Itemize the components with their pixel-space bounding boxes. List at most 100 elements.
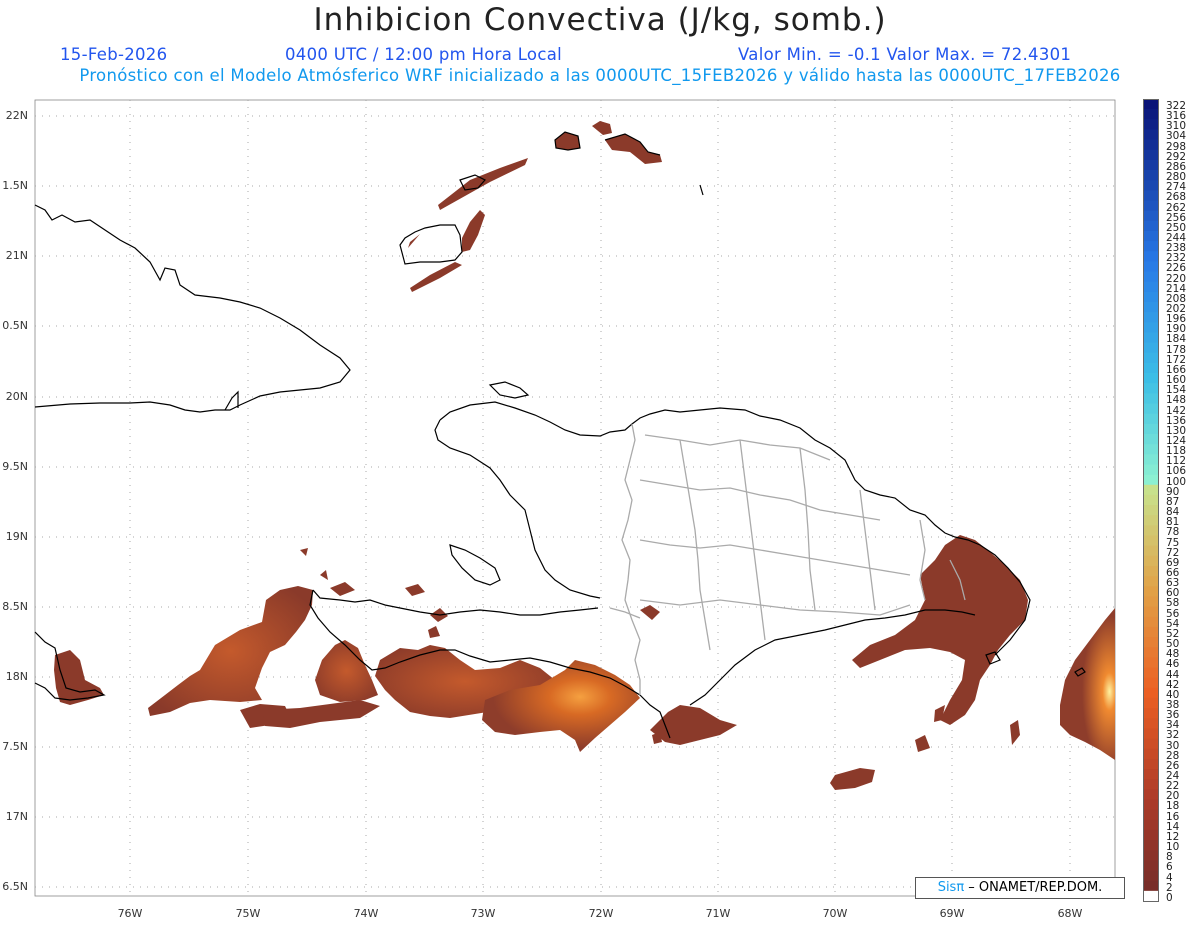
colorbar-swatch	[1143, 829, 1159, 841]
colorbar-swatch	[1143, 170, 1159, 181]
colorbar-label: 12	[1166, 830, 1180, 843]
colorbar-swatch	[1143, 464, 1159, 476]
colorbar-swatch	[1143, 809, 1159, 821]
colorbar-swatch	[1143, 251, 1159, 262]
colorbar-swatch	[1143, 149, 1159, 161]
colorbar-label: 238	[1166, 242, 1187, 255]
colorbar-swatch	[1143, 637, 1159, 648]
colorbar-swatch	[1143, 850, 1159, 861]
colorbar-swatch	[1143, 505, 1159, 516]
colorbar-label: 214	[1166, 282, 1187, 295]
colorbar-label: 286	[1166, 160, 1187, 173]
colorbar-swatch	[1143, 180, 1159, 191]
colorbar-label: 48	[1166, 648, 1180, 661]
lon-label: 75W	[235, 907, 261, 920]
lat-label: 22N	[5, 109, 28, 122]
credit-brand: Sisπ	[937, 880, 965, 895]
colorbar-swatch	[1143, 494, 1159, 506]
colorbar-label: 30	[1166, 739, 1180, 752]
colorbar-label: 90	[1166, 485, 1180, 498]
colorbar-label: 36	[1166, 709, 1180, 722]
colorbar-label: 106	[1166, 465, 1187, 478]
colorbar-label: 172	[1166, 353, 1187, 366]
colorbar-label: 322	[1166, 100, 1187, 112]
colorbar-swatch	[1143, 789, 1159, 800]
colorbar-label: 14	[1166, 820, 1180, 833]
colorbar-swatch	[1143, 718, 1159, 729]
colorbar-label: 28	[1166, 749, 1180, 762]
colorbar-label: 75	[1166, 536, 1180, 549]
colorbar-label: 18	[1166, 800, 1180, 813]
colorbar-swatch	[1143, 616, 1159, 628]
lat-label: 18N	[5, 670, 28, 683]
colorbar-swatch	[1143, 647, 1159, 658]
colorbar-label: 130	[1166, 424, 1187, 437]
colorbar-swatch	[1143, 99, 1159, 110]
colorbar-border	[1143, 99, 1159, 902]
map-frame	[34, 99, 1116, 897]
colorbar-label: 274	[1166, 181, 1187, 194]
colorbar-swatch	[1143, 576, 1159, 587]
colorbar-swatch	[1143, 799, 1159, 811]
colorbar-label: 6	[1166, 861, 1173, 874]
colorbar-label: 69	[1166, 556, 1180, 569]
colorbar-swatch	[1143, 748, 1159, 760]
colorbar-label: 2	[1166, 881, 1173, 894]
colorbar-swatch	[1143, 342, 1159, 354]
lon-label: 76W	[117, 907, 143, 920]
lon-label: 70W	[822, 907, 848, 920]
colorbar-label: 50	[1166, 638, 1180, 651]
colorbar-label: 56	[1166, 607, 1180, 620]
colorbar-label: 148	[1166, 394, 1187, 407]
lon-label: 69W	[939, 907, 965, 920]
lat-label: 20N	[5, 390, 28, 403]
colorbar-swatch	[1143, 545, 1159, 557]
colorbar-swatch	[1143, 515, 1159, 526]
colorbar-label: 304	[1166, 130, 1187, 143]
cin-shading	[54, 121, 1115, 790]
colorbar-label: 262	[1166, 201, 1187, 214]
coastlines	[34, 131, 1086, 739]
colorbar-label: 202	[1166, 303, 1187, 316]
map-title: Inhibicion Convectiva (J/kg, somb.)	[313, 2, 887, 38]
lat-label: 17N	[5, 810, 28, 823]
colorbar-label: 81	[1166, 516, 1180, 529]
colorbar-swatch	[1143, 606, 1159, 618]
colorbar-label: 244	[1166, 231, 1187, 244]
colorbar-label: 0	[1166, 891, 1173, 904]
colorbar-label: 16	[1166, 810, 1180, 823]
colorbar-swatch	[1143, 708, 1159, 719]
lat-label: 19N	[5, 530, 28, 543]
colorbar-swatch	[1143, 352, 1159, 364]
colorbar-label: 8	[1166, 851, 1173, 864]
colorbar-label: 166	[1166, 363, 1187, 376]
colorbar-swatch	[1143, 312, 1159, 323]
credit-text: – ONAMET/REP.DOM.	[964, 880, 1103, 895]
colorbar-swatch	[1143, 241, 1159, 252]
colorbar-swatch	[1143, 779, 1159, 790]
colorbar-label: 160	[1166, 374, 1187, 387]
colorbar-swatch	[1143, 393, 1159, 405]
colorbar-swatch	[1143, 302, 1159, 313]
lat-label: 7.5N	[2, 740, 28, 753]
colorbar-swatch	[1143, 271, 1159, 283]
colorbar-swatch	[1143, 525, 1159, 537]
colorbar-swatch	[1143, 758, 1159, 770]
colorbar-label: 87	[1166, 495, 1180, 508]
lat-label: 6.5N	[2, 880, 28, 893]
lon-label: 71W	[705, 907, 731, 920]
colorbar-swatch	[1143, 840, 1159, 851]
colorbar-swatch	[1143, 291, 1159, 303]
colorbar-label: 298	[1166, 140, 1187, 153]
colorbar-label: 10	[1166, 841, 1180, 854]
colorbar-swatch	[1143, 362, 1159, 374]
colorbar-swatch	[1143, 677, 1159, 689]
colorbar-label: 46	[1166, 658, 1180, 671]
colorbar-swatch	[1143, 454, 1159, 465]
colorbar-label: 232	[1166, 252, 1187, 265]
colorbar-swatch	[1143, 109, 1159, 120]
lon-label: 73W	[470, 907, 496, 920]
colorbar-swatch	[1143, 697, 1159, 709]
colorbar-swatch	[1143, 403, 1159, 415]
